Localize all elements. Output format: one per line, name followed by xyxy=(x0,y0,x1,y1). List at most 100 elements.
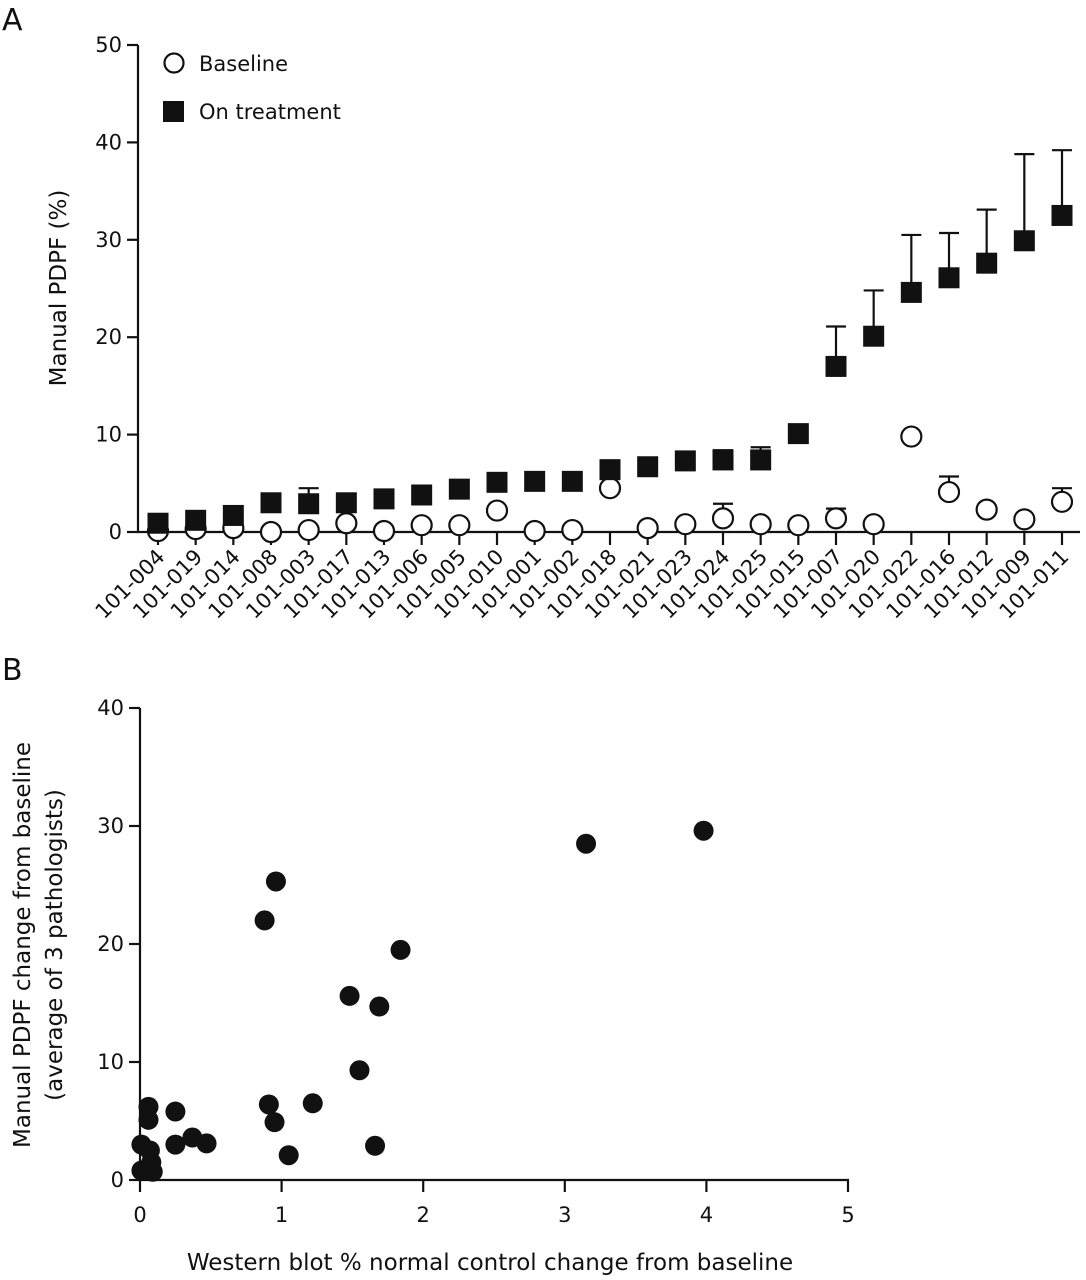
treatment-point xyxy=(373,488,395,510)
legend-on-treatment-label: On treatment xyxy=(199,100,341,124)
treatment-point xyxy=(712,449,734,471)
treatment-point xyxy=(222,504,244,526)
baseline-point xyxy=(900,425,923,448)
y-tick-label: 40 xyxy=(95,130,122,154)
baseline-point xyxy=(1050,490,1074,513)
baseline-point xyxy=(561,518,584,542)
scatter-point xyxy=(390,939,411,960)
scatter-point xyxy=(138,1109,159,1130)
scatter-point xyxy=(265,871,286,892)
scatter-point xyxy=(264,1112,285,1133)
x-tick-label: 1 xyxy=(275,1203,288,1227)
treatment-point xyxy=(448,478,470,500)
scatter-point xyxy=(165,1134,186,1155)
treatment-point xyxy=(825,355,847,377)
scatter-point xyxy=(196,1133,217,1154)
treatment-point xyxy=(185,509,207,531)
x-tick-label: 3 xyxy=(558,1203,571,1227)
baseline-point xyxy=(523,519,546,543)
treatment-point xyxy=(147,512,169,534)
baseline-point xyxy=(335,512,358,535)
baseline-point xyxy=(259,520,283,544)
panel-a-legend: Baseline On treatment xyxy=(163,52,341,124)
panel-a-y-axis-title: Manual PDPF (%) xyxy=(46,190,72,387)
panel-a: A 0 10 20 30 40 50 101-004101-019101-014101-0… xyxy=(2,3,1080,624)
baseline-point xyxy=(297,518,320,542)
treatment-point xyxy=(637,456,659,478)
treatment-point xyxy=(976,252,998,274)
baseline-point xyxy=(636,517,659,540)
scatter-point xyxy=(339,985,360,1006)
treatment-point xyxy=(750,449,772,471)
scatter-point xyxy=(142,1161,163,1182)
baseline-point xyxy=(1013,508,1036,531)
baseline-point xyxy=(448,514,471,537)
treatment-point xyxy=(524,470,546,492)
y-tick-label: 40 xyxy=(97,696,124,720)
treatment-point xyxy=(260,492,282,514)
treatment-point xyxy=(938,267,960,289)
scatter-point xyxy=(302,1093,323,1114)
panel-a-marks xyxy=(146,149,1074,544)
scatter-point xyxy=(349,1060,370,1081)
y-tick-label: 30 xyxy=(95,228,122,252)
y-tick-label: 10 xyxy=(97,1050,124,1074)
baseline-point xyxy=(485,499,509,522)
panel-b-y-axis-title-line2: (average of 3 pathologists) xyxy=(42,789,68,1101)
scatter-point xyxy=(369,996,390,1017)
baseline-point xyxy=(598,477,622,500)
treatment-point xyxy=(787,423,809,445)
treatment-point xyxy=(486,471,508,493)
panel-b-x-ticks: 0 1 2 3 4 5 xyxy=(133,1180,855,1227)
scatter-point xyxy=(693,820,714,841)
treatment-point xyxy=(599,459,621,481)
y-tick-label: 20 xyxy=(95,325,122,349)
y-tick-label: 50 xyxy=(95,33,122,57)
baseline-point xyxy=(824,507,848,530)
panel-b-y-ticks: 0 10 20 30 40 xyxy=(97,696,140,1192)
scatter-point xyxy=(365,1135,386,1156)
panel-a-label: A xyxy=(2,3,23,38)
panel-b-x-axis-title: Western blot % normal control change fro… xyxy=(187,1250,793,1276)
y-tick-label: 0 xyxy=(111,1168,124,1192)
treatment-point xyxy=(863,325,885,347)
panel-b-label: B xyxy=(2,653,23,688)
baseline-point xyxy=(372,519,396,543)
baseline-point xyxy=(410,514,433,537)
panel-b-marks xyxy=(131,820,714,1182)
treatment-point xyxy=(411,484,433,506)
treatment-point xyxy=(561,470,583,492)
treatment-point xyxy=(1051,204,1073,226)
scatter-point xyxy=(576,833,597,854)
baseline-point xyxy=(975,498,998,521)
baseline-point xyxy=(787,514,810,537)
legend-filled-square-icon xyxy=(163,101,184,122)
baseline-point xyxy=(862,513,885,536)
baseline-point xyxy=(711,507,735,530)
scatter-point xyxy=(258,1094,279,1115)
baseline-point xyxy=(749,513,772,536)
y-tick-label: 20 xyxy=(97,932,124,956)
x-tick-label: 4 xyxy=(700,1203,713,1227)
scatter-point xyxy=(254,910,275,931)
treatment-point xyxy=(298,493,320,515)
legend-open-circle-icon xyxy=(163,52,185,74)
treatment-point xyxy=(335,492,357,514)
panel-a-x-ticks: 101-004101-019101-014101-008101-003101-0… xyxy=(91,532,1074,624)
y-tick-label: 0 xyxy=(109,520,122,544)
legend-baseline-label: Baseline xyxy=(199,52,288,76)
y-tick-label: 10 xyxy=(95,423,122,447)
scatter-point xyxy=(278,1145,299,1166)
treatment-point xyxy=(674,450,696,472)
treatment-point xyxy=(900,281,922,303)
baseline-point xyxy=(674,513,697,536)
baseline-point xyxy=(937,480,961,504)
treatment-point xyxy=(1013,230,1035,252)
x-tick-label: 5 xyxy=(841,1203,854,1227)
scatter-point xyxy=(165,1101,186,1122)
panel-b: B 0 10 20 30 40 0 1 2 3 4 5 Manual PDPF change fr… xyxy=(2,653,855,1276)
panel-a-y-ticks: 0 10 20 30 40 50 xyxy=(95,33,138,544)
y-tick-label: 30 xyxy=(97,814,124,838)
panel-b-y-axis-title-line1: Manual PDPF change from baseline xyxy=(10,742,36,1148)
